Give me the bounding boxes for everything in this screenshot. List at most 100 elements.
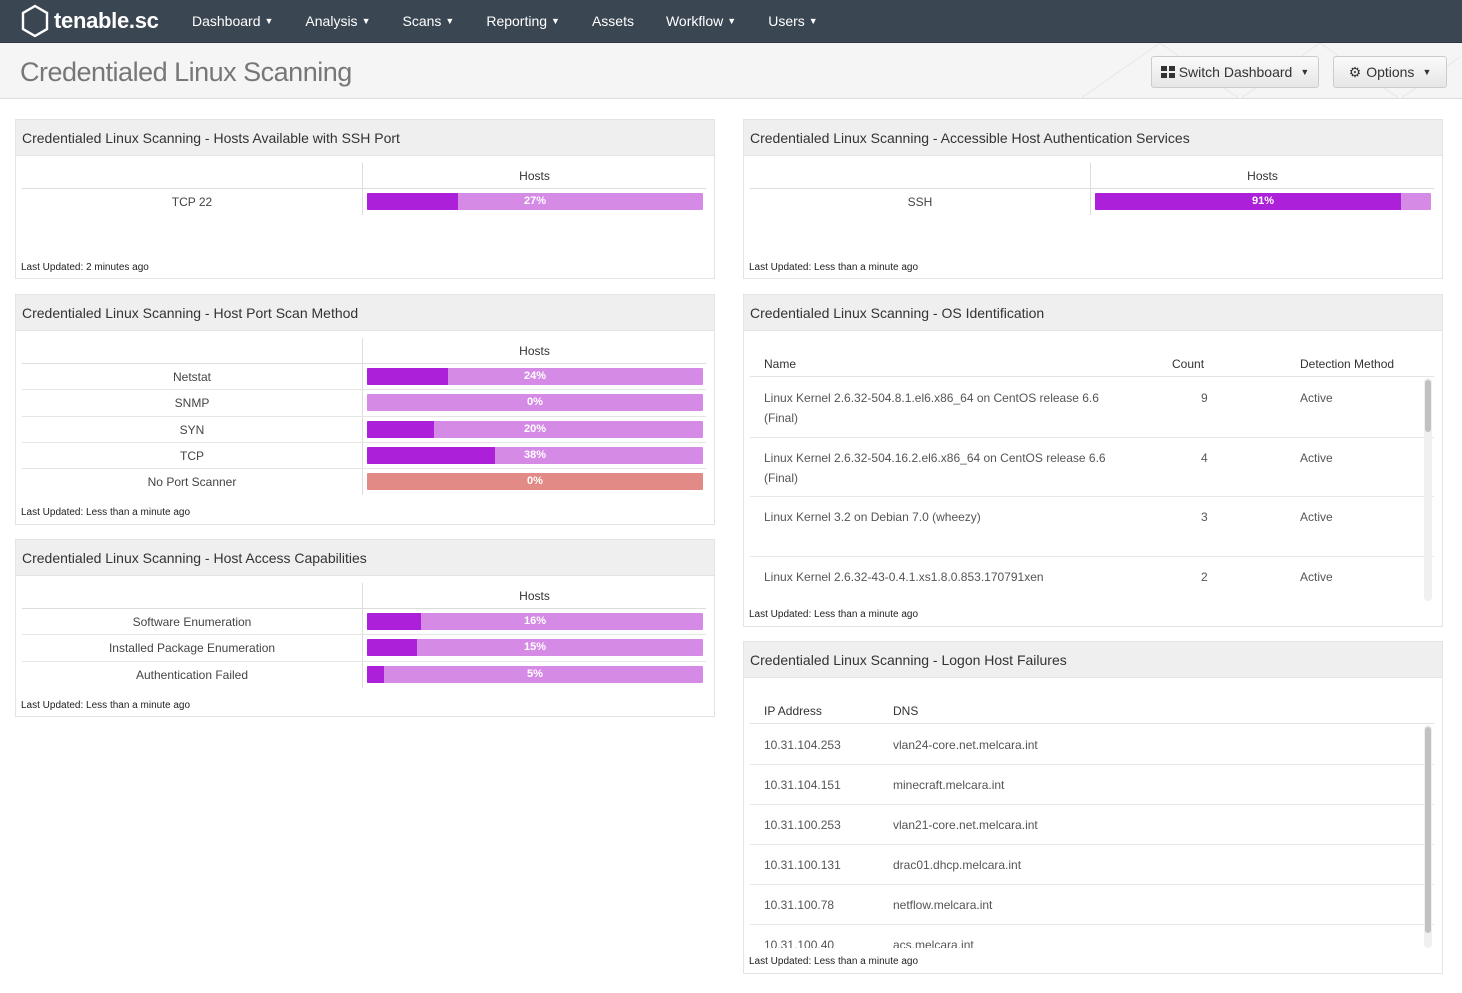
chevron-down-icon: ▼ bbox=[551, 16, 560, 26]
bar-row-label: Authentication Failed bbox=[22, 661, 363, 688]
chevron-down-icon: ▼ bbox=[727, 16, 737, 26]
bar-row[interactable]: No Port Scanner 0% bbox=[22, 469, 706, 496]
panel-title: Credentialed Linux Scanning - OS Identif… bbox=[744, 295, 1442, 331]
tenable-logo[interactable]: tenable.sc bbox=[0, 0, 176, 43]
table-row[interactable]: Linux Kernel 2.6.32-504.8.1.el6.x86_64 o… bbox=[750, 378, 1434, 438]
percentage-bar[interactable]: 27% bbox=[367, 193, 703, 210]
bar-row[interactable]: TCP 22 27% bbox=[22, 189, 706, 216]
bar-row-label: Netstat bbox=[22, 364, 363, 390]
bar-row[interactable]: Installed Package Enumeration 15% bbox=[22, 635, 706, 662]
column-header-hosts: Hosts bbox=[519, 344, 550, 358]
gear-icon: ⚙ bbox=[1348, 63, 1362, 80]
os-count: 4 bbox=[1201, 450, 1208, 465]
panel-os-identification: Credentialed Linux Scanning - OS Identif… bbox=[743, 294, 1443, 627]
bar-fill bbox=[367, 420, 435, 438]
bar-row-label: Installed Package Enumeration bbox=[22, 635, 363, 661]
column-header-hosts: Hosts bbox=[519, 589, 550, 603]
bar-row[interactable]: SYN 20% bbox=[22, 416, 706, 443]
os-name-continued: (Final) bbox=[764, 470, 799, 485]
nav-label: Assets bbox=[591, 13, 634, 29]
options-button[interactable]: ⚙ Options ▼ bbox=[1333, 56, 1447, 88]
percentage-bar[interactable]: 5% bbox=[367, 665, 703, 683]
bar-row-label: SNMP bbox=[22, 390, 363, 416]
percentage-bar[interactable]: 16% bbox=[367, 613, 703, 630]
percentage-bar[interactable]: 91% bbox=[1095, 193, 1431, 210]
chevron-down-icon: ▼ bbox=[1422, 67, 1432, 77]
nav-label: Reporting bbox=[486, 13, 548, 29]
nav-scans[interactable]: Scans ▼ bbox=[386, 0, 470, 43]
percentage-bar[interactable]: 20% bbox=[367, 420, 703, 438]
chevron-down-icon: ▼ bbox=[361, 16, 371, 26]
dns-name: acs.melcara.int bbox=[893, 938, 974, 948]
os-name: Linux Kernel 3.2 on Debian 7.0 (wheezy) bbox=[764, 510, 981, 524]
nav-label: Scans bbox=[402, 13, 442, 29]
last-updated: Last Updated: Less than a minute ago bbox=[749, 262, 919, 273]
table-row[interactable]: 10.31.100.131 drac01.dhcp.melcara.int bbox=[750, 845, 1434, 885]
bar-row[interactable]: TCP 38% bbox=[22, 442, 706, 470]
percentage-bar[interactable]: 0% bbox=[367, 394, 703, 412]
column-header-count[interactable]: Count bbox=[1172, 357, 1205, 371]
bar-table-header: Hosts bbox=[22, 583, 706, 609]
percentage-bar[interactable]: 15% bbox=[367, 639, 703, 657]
bar-percentage: 5% bbox=[527, 667, 543, 680]
os-name: Linux Kernel 2.6.32-504.16.2.el6.x86_64 … bbox=[764, 450, 1106, 465]
nav-analysis[interactable]: Analysis ▼ bbox=[289, 0, 386, 43]
switch-dashboard-button[interactable]: Switch Dashboard ▼ bbox=[1151, 56, 1319, 88]
bar-row-label: No Port Scanner bbox=[22, 469, 363, 496]
nav-dashboard[interactable]: Dashboard ▼ bbox=[176, 0, 289, 43]
bar-fill bbox=[367, 639, 418, 657]
options-label: Options bbox=[1366, 64, 1415, 80]
bar-fill bbox=[367, 368, 448, 385]
column-header-dns[interactable]: DNS bbox=[893, 704, 919, 718]
bar-row[interactable]: SNMP 0% bbox=[22, 390, 706, 417]
percentage-bar[interactable]: 24% bbox=[367, 368, 703, 385]
table-row[interactable]: Linux Kernel 3.2 on Debian 7.0 (wheezy) 3… bbox=[750, 497, 1434, 557]
table-row[interactable]: 10.31.100.78 netflow.melcara.int bbox=[750, 885, 1434, 925]
column-header-detection-method[interactable]: Detection Method bbox=[1300, 357, 1395, 371]
chevron-down-icon: ▼ bbox=[808, 16, 818, 26]
os-count: 3 bbox=[1201, 510, 1208, 524]
table-row[interactable]: 10.31.104.151 minecraft.melcara.int bbox=[750, 765, 1434, 805]
bar-row[interactable]: Software Enumeration 16% bbox=[22, 609, 706, 636]
nav-reporting[interactable]: Reporting ▼ bbox=[470, 0, 576, 43]
nav-users[interactable]: Users ▼ bbox=[752, 0, 833, 43]
table-row[interactable]: 10.31.104.253 vlan24-core.net.melcara.int bbox=[750, 725, 1434, 765]
logon-table-body[interactable]: 10.31.104.253 vlan24-core.net.melcara.int… bbox=[750, 725, 1434, 948]
hexagon-logo-icon bbox=[21, 4, 49, 38]
chevron-down-icon: ▼ bbox=[445, 16, 455, 26]
bar-row-label: SYN bbox=[22, 416, 363, 442]
bar-row-label: TCP bbox=[22, 442, 363, 469]
logon-table-scrollbar[interactable] bbox=[1424, 725, 1432, 948]
bar-table-header: Hosts bbox=[750, 163, 1434, 189]
bar-row-label: SSH bbox=[750, 189, 1091, 216]
scrollbar-thumb[interactable] bbox=[1425, 380, 1431, 432]
bar-table: Hosts Software Enumeration 16% Installed P… bbox=[22, 583, 706, 688]
last-updated: Last Updated: 2 minutes ago bbox=[21, 262, 149, 273]
table-row[interactable]: Linux Kernel 2.6.32-43-0.4.1.xs1.8.0.853… bbox=[750, 557, 1434, 602]
table-row[interactable]: Linux Kernel 2.6.32-504.16.2.el6.x86_64 … bbox=[750, 438, 1434, 497]
table-row[interactable]: 10.31.100.40 acs.melcara.int bbox=[750, 925, 1434, 948]
column-header-ip-address[interactable]: IP Address bbox=[764, 704, 822, 718]
percentage-bar[interactable]: 0% bbox=[367, 473, 703, 491]
bar-percentage: 16% bbox=[523, 615, 547, 627]
bar-row[interactable]: Authentication Failed 5% bbox=[22, 661, 706, 688]
os-table-scrollbar[interactable] bbox=[1424, 378, 1432, 601]
scrollbar-thumb[interactable] bbox=[1425, 727, 1431, 933]
nav-workflow[interactable]: Workflow ▼ bbox=[650, 0, 752, 43]
os-name: Linux Kernel 2.6.32-504.8.1.el6.x86_64 o… bbox=[764, 391, 1099, 405]
panel-hosts-ssh-port: Credentialed Linux Scanning - Hosts Avai… bbox=[15, 119, 715, 279]
nav-assets[interactable]: Assets bbox=[576, 0, 650, 43]
percentage-bar[interactable]: 38% bbox=[367, 446, 703, 464]
table-row[interactable]: 10.31.100.253 vlan21-core.net.melcara.int bbox=[750, 805, 1434, 845]
bar-table-header: Hosts bbox=[22, 338, 706, 364]
os-name-continued: (Final) bbox=[764, 411, 799, 425]
os-table-body[interactable]: Linux Kernel 2.6.32-504.8.1.el6.x86_64 o… bbox=[750, 378, 1434, 601]
bar-row[interactable]: SSH 91% bbox=[750, 189, 1434, 216]
last-updated: Last Updated: Less than a minute ago bbox=[749, 956, 919, 967]
bar-row[interactable]: Netstat 24% bbox=[22, 364, 706, 391]
nav-label: Workflow bbox=[665, 13, 724, 29]
dns-name: vlan21-core.net.melcara.int bbox=[893, 818, 1038, 832]
column-header-name[interactable]: Name bbox=[764, 357, 797, 371]
bar-percentage: 38% bbox=[523, 448, 547, 461]
nav-label: Users bbox=[768, 13, 805, 29]
